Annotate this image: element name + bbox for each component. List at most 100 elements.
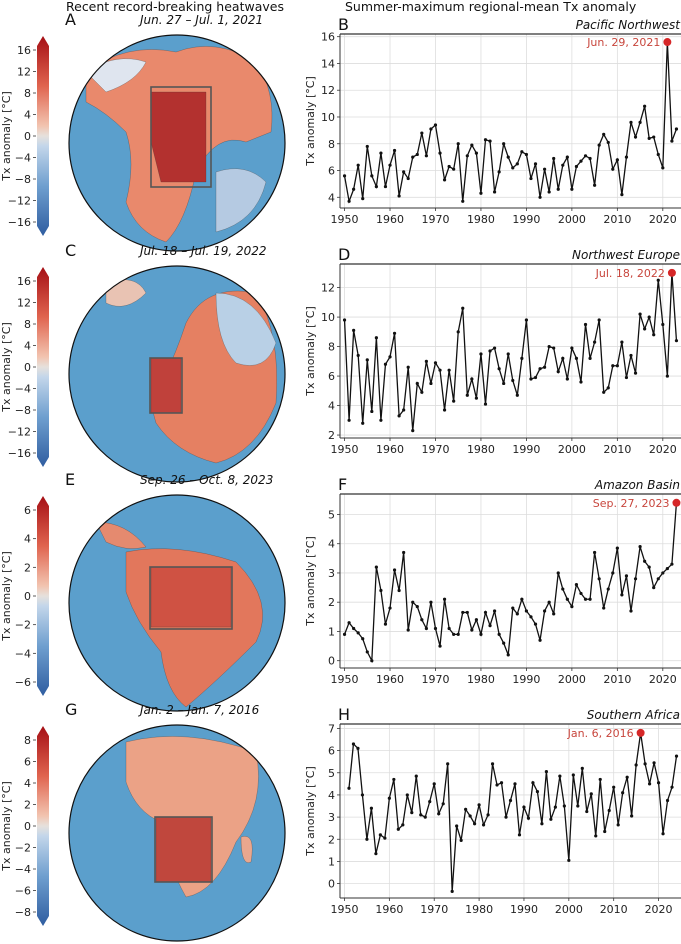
data-point [538,195,542,199]
data-point [556,370,560,374]
data-point [452,632,456,636]
peak-label: Jan. 6, 2016 [567,727,634,740]
data-point [479,352,483,356]
y-tick-label: 12 [321,84,335,97]
data-point [597,577,601,581]
data-point [415,604,419,609]
data-point [647,565,651,569]
left-column-title: Recent record-breaking heatwaves [66,0,284,14]
colorbar-tick-label: 16 [17,275,31,288]
series-line [343,42,678,204]
data-point [352,328,356,332]
data-point [588,156,592,161]
map-dates: Jun. 27 – Jul. 1, 2021 [140,13,264,27]
x-tick-label: 2020 [649,673,677,686]
data-point [406,628,410,632]
data-point [479,191,483,195]
colorbar-tick-label: 16 [17,44,31,57]
data-point [553,805,557,809]
colorbar-label: Tx anomaly [°C] [0,781,13,871]
colorbar-gradient [37,36,49,236]
y-tick-label: 16 [321,31,335,44]
data-point [574,356,579,360]
data-point [565,597,569,601]
data-point [643,327,647,331]
x-tick-label: 1990 [512,443,540,456]
data-point [506,653,510,657]
data-point [347,786,351,790]
data-point [356,163,360,167]
data-point [579,591,583,596]
x-tick-label: 1980 [467,443,495,456]
colorbar-tick-label: −4 [15,647,31,660]
data-point [483,610,488,615]
data-point [558,774,562,778]
data-point [570,187,574,191]
data-point [556,187,560,191]
data-point [585,809,589,814]
colorbar-tick-label: 6 [24,504,31,517]
data-point [450,889,454,893]
data-point [361,637,365,641]
data-point [602,132,606,136]
x-tick-label: 1950 [330,903,358,916]
data-point [497,170,501,174]
data-point [647,136,651,140]
data-point [515,162,519,166]
data-point [612,785,616,789]
x-tick-label: 2020 [645,903,673,916]
data-point [461,199,465,203]
data-point [442,178,447,182]
y-tick-label: 10 [321,311,335,324]
data-point [552,612,556,616]
data-point [420,390,424,394]
data-point [356,746,360,750]
chart-d: D Northwest Europe 1950 1960 1970 1980 1990 200… [304,245,681,456]
colorbar-tick-label: −6 [15,676,31,689]
y-tick-label: 8 [328,138,335,151]
colorbar-label: Tx anomaly [°C] [0,91,13,181]
data-point [424,626,428,631]
globe-outline [68,494,286,712]
data-point [533,622,538,626]
colorbar-tick-label: −4 [15,152,31,165]
colorbar-tick-label: 2 [24,799,31,812]
x-tick-label: 2010 [603,443,631,456]
peak-label: Jun. 29, 2021 [586,36,660,49]
region-box [149,566,233,630]
data-point [361,421,365,425]
colorbar-tick-label: 8 [24,318,31,331]
data-point [370,174,374,178]
data-point [433,361,438,365]
data-point [633,577,638,581]
data-point [506,352,510,356]
colorbar-tick-label: 12 [17,66,31,79]
y-tick-label: 2 [328,833,335,846]
data-point [369,806,374,810]
colorbar-gradient [37,496,49,696]
data-point [347,199,351,203]
data-point [442,408,447,412]
data-point [552,346,556,350]
data-point [656,278,660,282]
x-tick-label: 2020 [649,213,677,226]
data-point [387,796,391,800]
data-point [383,622,388,626]
data-point [643,104,647,108]
data-point [520,356,524,360]
x-tick-label: 1960 [375,903,403,916]
data-point [456,330,460,334]
data-point [465,610,469,615]
y-tick-label: 5 [328,508,335,521]
data-point [647,782,652,786]
panel-letter: D [338,245,350,264]
data-point [570,346,574,350]
panel-letter: H [338,705,350,724]
data-point [397,194,401,198]
colorbar-gradient [37,267,49,467]
data-point [656,781,661,785]
data-point [392,331,397,335]
data-point [347,418,351,422]
data-point [415,381,419,386]
data-point [360,793,365,797]
